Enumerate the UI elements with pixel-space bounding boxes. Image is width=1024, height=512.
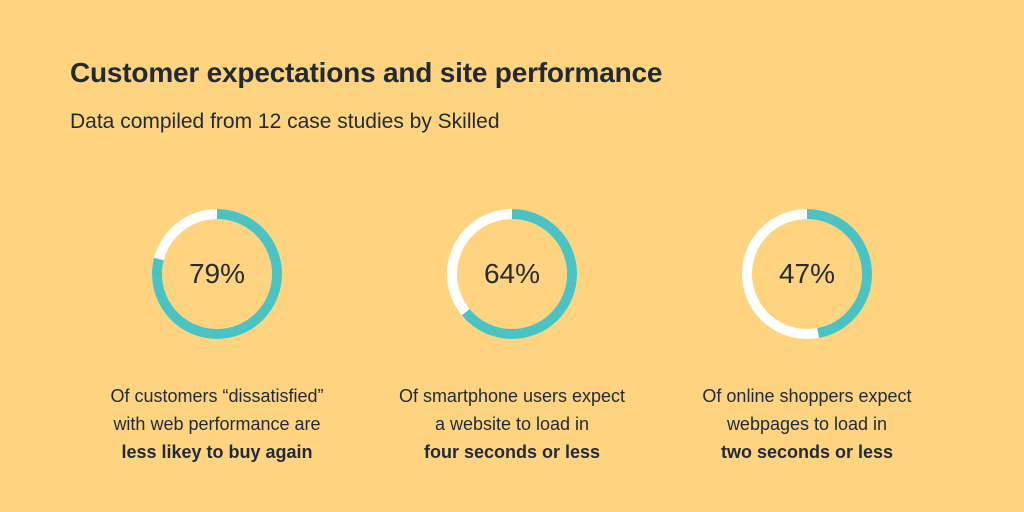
description-emphasis: less likey to buy again xyxy=(121,442,313,462)
donut-ring: 79% xyxy=(152,209,282,339)
percentage-value: 47% xyxy=(778,258,836,289)
stat-description: Of smartphone users expect a website to … xyxy=(362,382,662,466)
description-line: a website to load in xyxy=(434,414,590,434)
donut-chart-icon xyxy=(447,209,577,339)
description-line: Of customers “dissatisfied” xyxy=(110,386,324,406)
description-line: webpages to load in xyxy=(726,414,888,434)
percentage-value: 64% xyxy=(483,258,541,289)
description-emphasis: two seconds or less xyxy=(720,442,894,462)
description-line: with web performance are xyxy=(113,414,321,434)
donut-ring: 64% xyxy=(447,209,577,339)
description-emphasis: four seconds or less xyxy=(423,442,601,462)
page-subtitle: Data compiled from 12 case studies by Sk… xyxy=(70,110,500,133)
donut-ring: 47% xyxy=(742,209,872,339)
stat-description: Of online shoppers expect webpages to lo… xyxy=(657,382,957,466)
description-line: Of smartphone users expect xyxy=(398,386,626,406)
stat-description: Of customers “dissatisfied” with web per… xyxy=(67,382,367,466)
page-title: Customer expectations and site performan… xyxy=(70,57,663,88)
percentage-value: 79% xyxy=(188,258,246,289)
donut-chart-icon xyxy=(152,209,282,339)
donut-chart-icon xyxy=(742,209,872,339)
description-line: Of online shoppers expect xyxy=(702,386,912,406)
